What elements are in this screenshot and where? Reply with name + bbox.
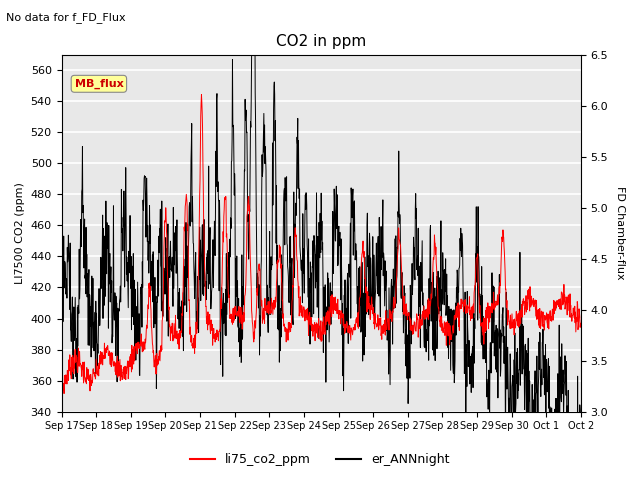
Y-axis label: LI7500 CO2 (ppm): LI7500 CO2 (ppm) — [15, 182, 25, 284]
Text: MB_flux: MB_flux — [74, 79, 124, 89]
Legend: li75_co2_ppm, er_ANNnight: li75_co2_ppm, er_ANNnight — [186, 448, 454, 471]
Y-axis label: FD Chamber-flux: FD Chamber-flux — [615, 186, 625, 280]
Text: No data for f_FD_Flux: No data for f_FD_Flux — [6, 12, 126, 23]
Title: CO2 in ppm: CO2 in ppm — [276, 34, 366, 49]
